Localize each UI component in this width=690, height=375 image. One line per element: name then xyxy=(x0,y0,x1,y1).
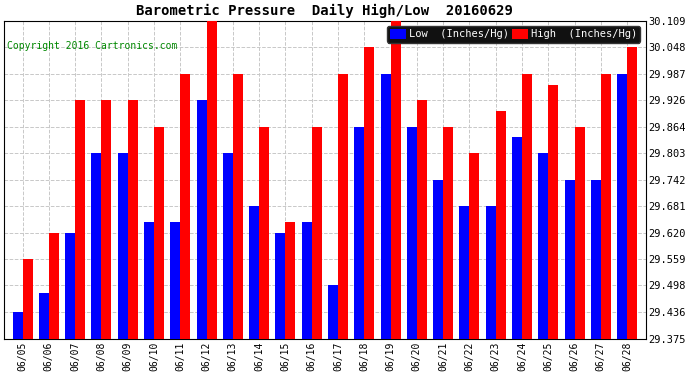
Bar xyxy=(302,222,312,339)
Bar xyxy=(512,137,522,339)
Bar xyxy=(65,232,75,339)
Bar xyxy=(144,222,154,339)
Bar xyxy=(601,74,611,339)
Bar xyxy=(12,312,23,339)
Bar xyxy=(391,21,401,339)
Bar xyxy=(617,74,627,339)
Bar xyxy=(75,100,85,339)
Bar xyxy=(486,206,495,339)
Bar xyxy=(128,100,138,339)
Bar xyxy=(522,74,532,339)
Bar xyxy=(627,47,637,339)
Bar xyxy=(23,259,32,339)
Bar xyxy=(92,153,101,339)
Bar xyxy=(49,232,59,339)
Bar xyxy=(170,222,180,339)
Bar xyxy=(549,86,558,339)
Bar xyxy=(338,74,348,339)
Bar xyxy=(575,127,584,339)
Bar xyxy=(118,153,128,339)
Bar xyxy=(233,74,243,339)
Bar xyxy=(433,180,443,339)
Bar xyxy=(564,180,575,339)
Bar xyxy=(249,206,259,339)
Legend: Low  (Inches/Hg), High  (Inches/Hg): Low (Inches/Hg), High (Inches/Hg) xyxy=(387,26,640,43)
Bar xyxy=(259,127,269,339)
Bar xyxy=(495,111,506,339)
Bar xyxy=(381,74,391,339)
Bar xyxy=(223,153,233,339)
Bar xyxy=(443,127,453,339)
Bar xyxy=(407,127,417,339)
Bar xyxy=(180,74,190,339)
Bar xyxy=(101,100,111,339)
Text: Copyright 2016 Cartronics.com: Copyright 2016 Cartronics.com xyxy=(7,41,177,51)
Bar xyxy=(460,206,469,339)
Bar xyxy=(538,153,549,339)
Bar xyxy=(39,293,49,339)
Bar xyxy=(206,21,217,339)
Bar xyxy=(417,100,427,339)
Bar xyxy=(286,222,295,339)
Bar xyxy=(328,285,338,339)
Bar xyxy=(364,47,374,339)
Bar xyxy=(197,100,206,339)
Bar xyxy=(469,153,480,339)
Bar xyxy=(591,180,601,339)
Title: Barometric Pressure  Daily High/Low  20160629: Barometric Pressure Daily High/Low 20160… xyxy=(137,4,513,18)
Bar xyxy=(312,127,322,339)
Bar xyxy=(354,127,364,339)
Bar xyxy=(154,127,164,339)
Bar xyxy=(275,232,286,339)
